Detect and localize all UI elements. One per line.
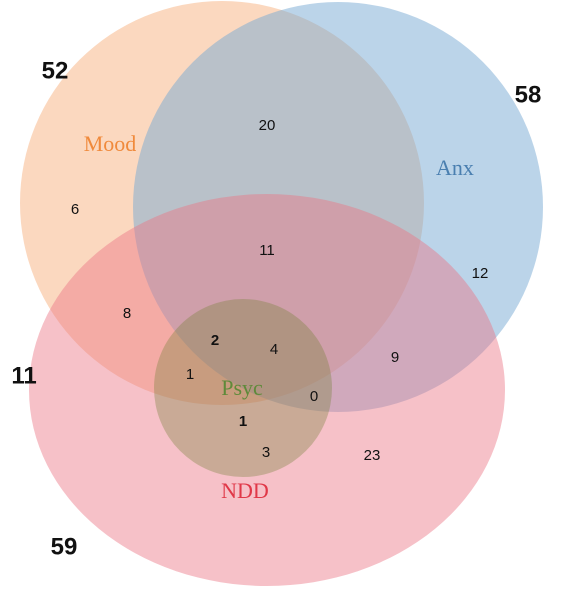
psyc-circle — [154, 299, 332, 477]
region-count: 8 — [123, 305, 131, 322]
region-count: 20 — [259, 117, 276, 134]
region-count: 2 — [211, 332, 219, 349]
region-count: 12 — [472, 265, 489, 282]
psyc-label: Psyc — [221, 375, 263, 400]
region-count: 0 — [310, 388, 318, 405]
region-count: 3 — [262, 444, 270, 461]
region-count: 11 — [259, 242, 275, 259]
anx-circle — [133, 2, 543, 412]
ndd-label: NDD — [221, 478, 269, 503]
region-count: 9 — [391, 349, 399, 366]
mood-total: 52 — [42, 57, 69, 84]
region-count: 6 — [71, 201, 79, 218]
psyc-total: 11 — [11, 362, 36, 389]
anx-label: Anx — [436, 155, 474, 180]
region-count: 1 — [186, 366, 194, 383]
region-count: 1 — [239, 413, 247, 430]
mood-label: Mood — [84, 131, 137, 156]
region-count: 4 — [270, 341, 278, 358]
anx-total: 58 — [515, 81, 542, 108]
ndd-total: 59 — [51, 533, 78, 560]
region-count: 23 — [364, 447, 381, 464]
ndd-circle — [29, 194, 505, 586]
